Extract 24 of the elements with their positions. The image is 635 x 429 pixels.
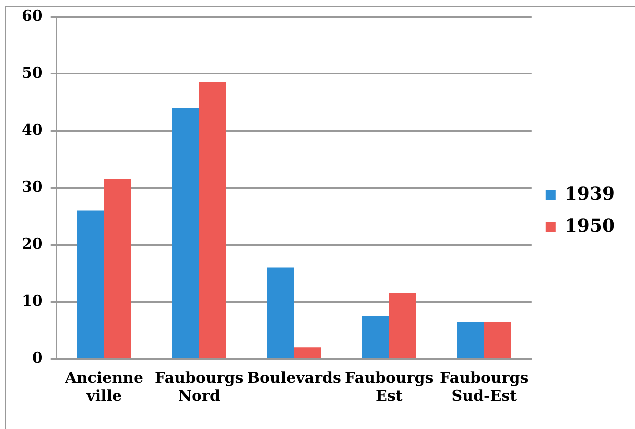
bar xyxy=(484,322,512,358)
y-tick-label: 50 xyxy=(22,64,43,82)
bar xyxy=(294,348,322,358)
bar xyxy=(199,82,226,358)
y-tick-label: 40 xyxy=(22,120,43,139)
bar xyxy=(389,293,416,358)
y-tick-label: 30 xyxy=(22,178,43,196)
y-tick-label: 20 xyxy=(22,234,43,253)
x-tick-label: Faubourgs Nord xyxy=(155,368,244,405)
x-tick-label: Boulevards xyxy=(247,368,342,387)
bar xyxy=(457,322,484,358)
y-tick-label: 0 xyxy=(32,348,43,367)
bar xyxy=(267,268,294,358)
x-tick-label: Faubourgs Est xyxy=(345,368,434,405)
bar xyxy=(104,179,132,358)
bar xyxy=(77,210,104,358)
x-tick-label: Ancienne ville xyxy=(64,368,144,405)
bar xyxy=(362,316,390,358)
legend-label: 1939 xyxy=(564,184,616,206)
y-tick-label: 60 xyxy=(22,6,43,25)
x-tick-label: Faubourgs Sud-Est xyxy=(440,368,529,405)
bar xyxy=(172,108,200,358)
legend-label: 1950 xyxy=(564,216,616,238)
y-tick-label: 10 xyxy=(22,292,43,310)
